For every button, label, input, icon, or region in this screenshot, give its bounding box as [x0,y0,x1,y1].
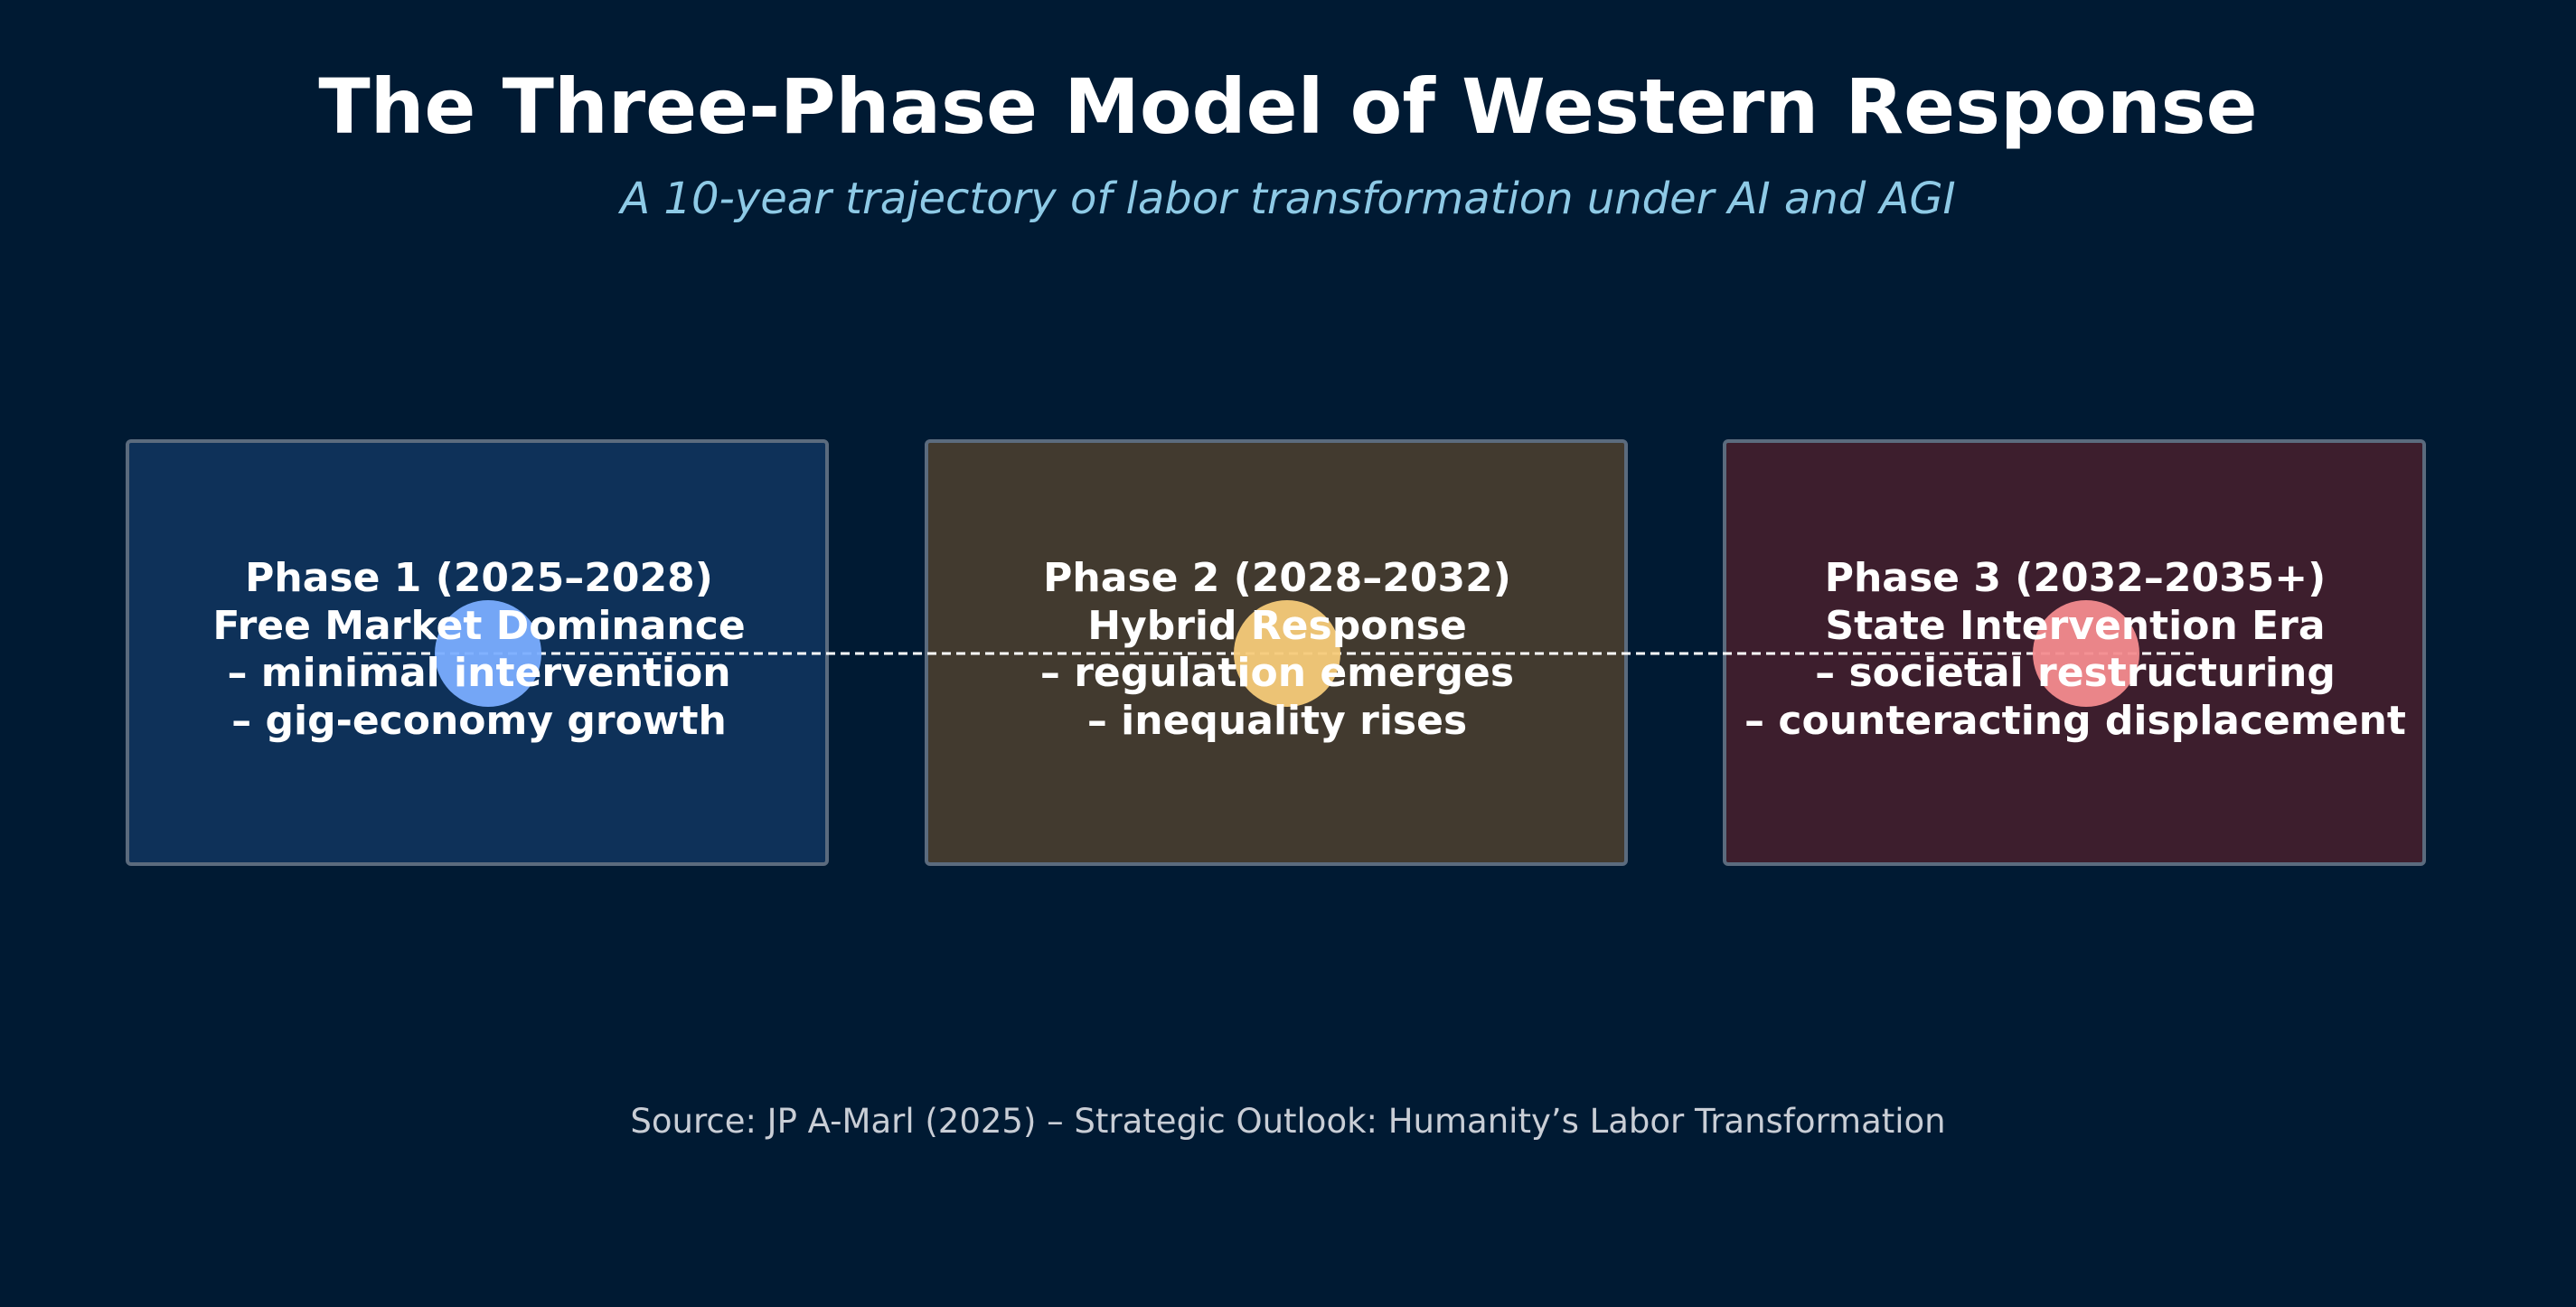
phase-1-name: Free Market Dominance [212,602,746,649]
page-subtitle: A 10-year trajectory of labor transforma… [620,174,1956,224]
source-citation: Source: JP A-Marl (2025) – Strategic Out… [630,1102,1946,1141]
phase-2-text: Phase 2 (2028–2032) Hybrid Response – re… [888,555,1666,745]
phase-3-point: – societal restructuring [1815,650,2336,696]
phase-3-heading: Phase 3 (2032–2035+) [1824,555,2327,601]
phase-2-point: – inequality rises [1086,697,1468,744]
phase-1-point: – gig-economy growth [231,697,727,744]
phase-1-marker [435,600,541,707]
page-title: The Three-Phase Model of Western Respons… [318,62,2258,151]
phase-1-heading: Phase 1 (2025–2028) [245,555,713,601]
phase-2-point: – regulation emerges [1039,650,1515,696]
phase-1-point: – minimal intervention [227,650,731,696]
phase-3-name: State Intervention Era [1825,602,2326,649]
phase-2-marker [1234,600,1340,707]
phase-2-name: Hybrid Response [1087,602,1467,649]
phase-3-text: Phase 3 (2032–2035+) State Intervention … [1687,555,2464,745]
phase-2-heading: Phase 2 (2028–2032) [1043,555,1511,601]
phase-3-point: – counteracting displacement [1744,697,2406,744]
phase-3-marker [2033,600,2139,707]
phase-1-text: Phase 1 (2025–2028) Free Market Dominanc… [90,555,868,745]
